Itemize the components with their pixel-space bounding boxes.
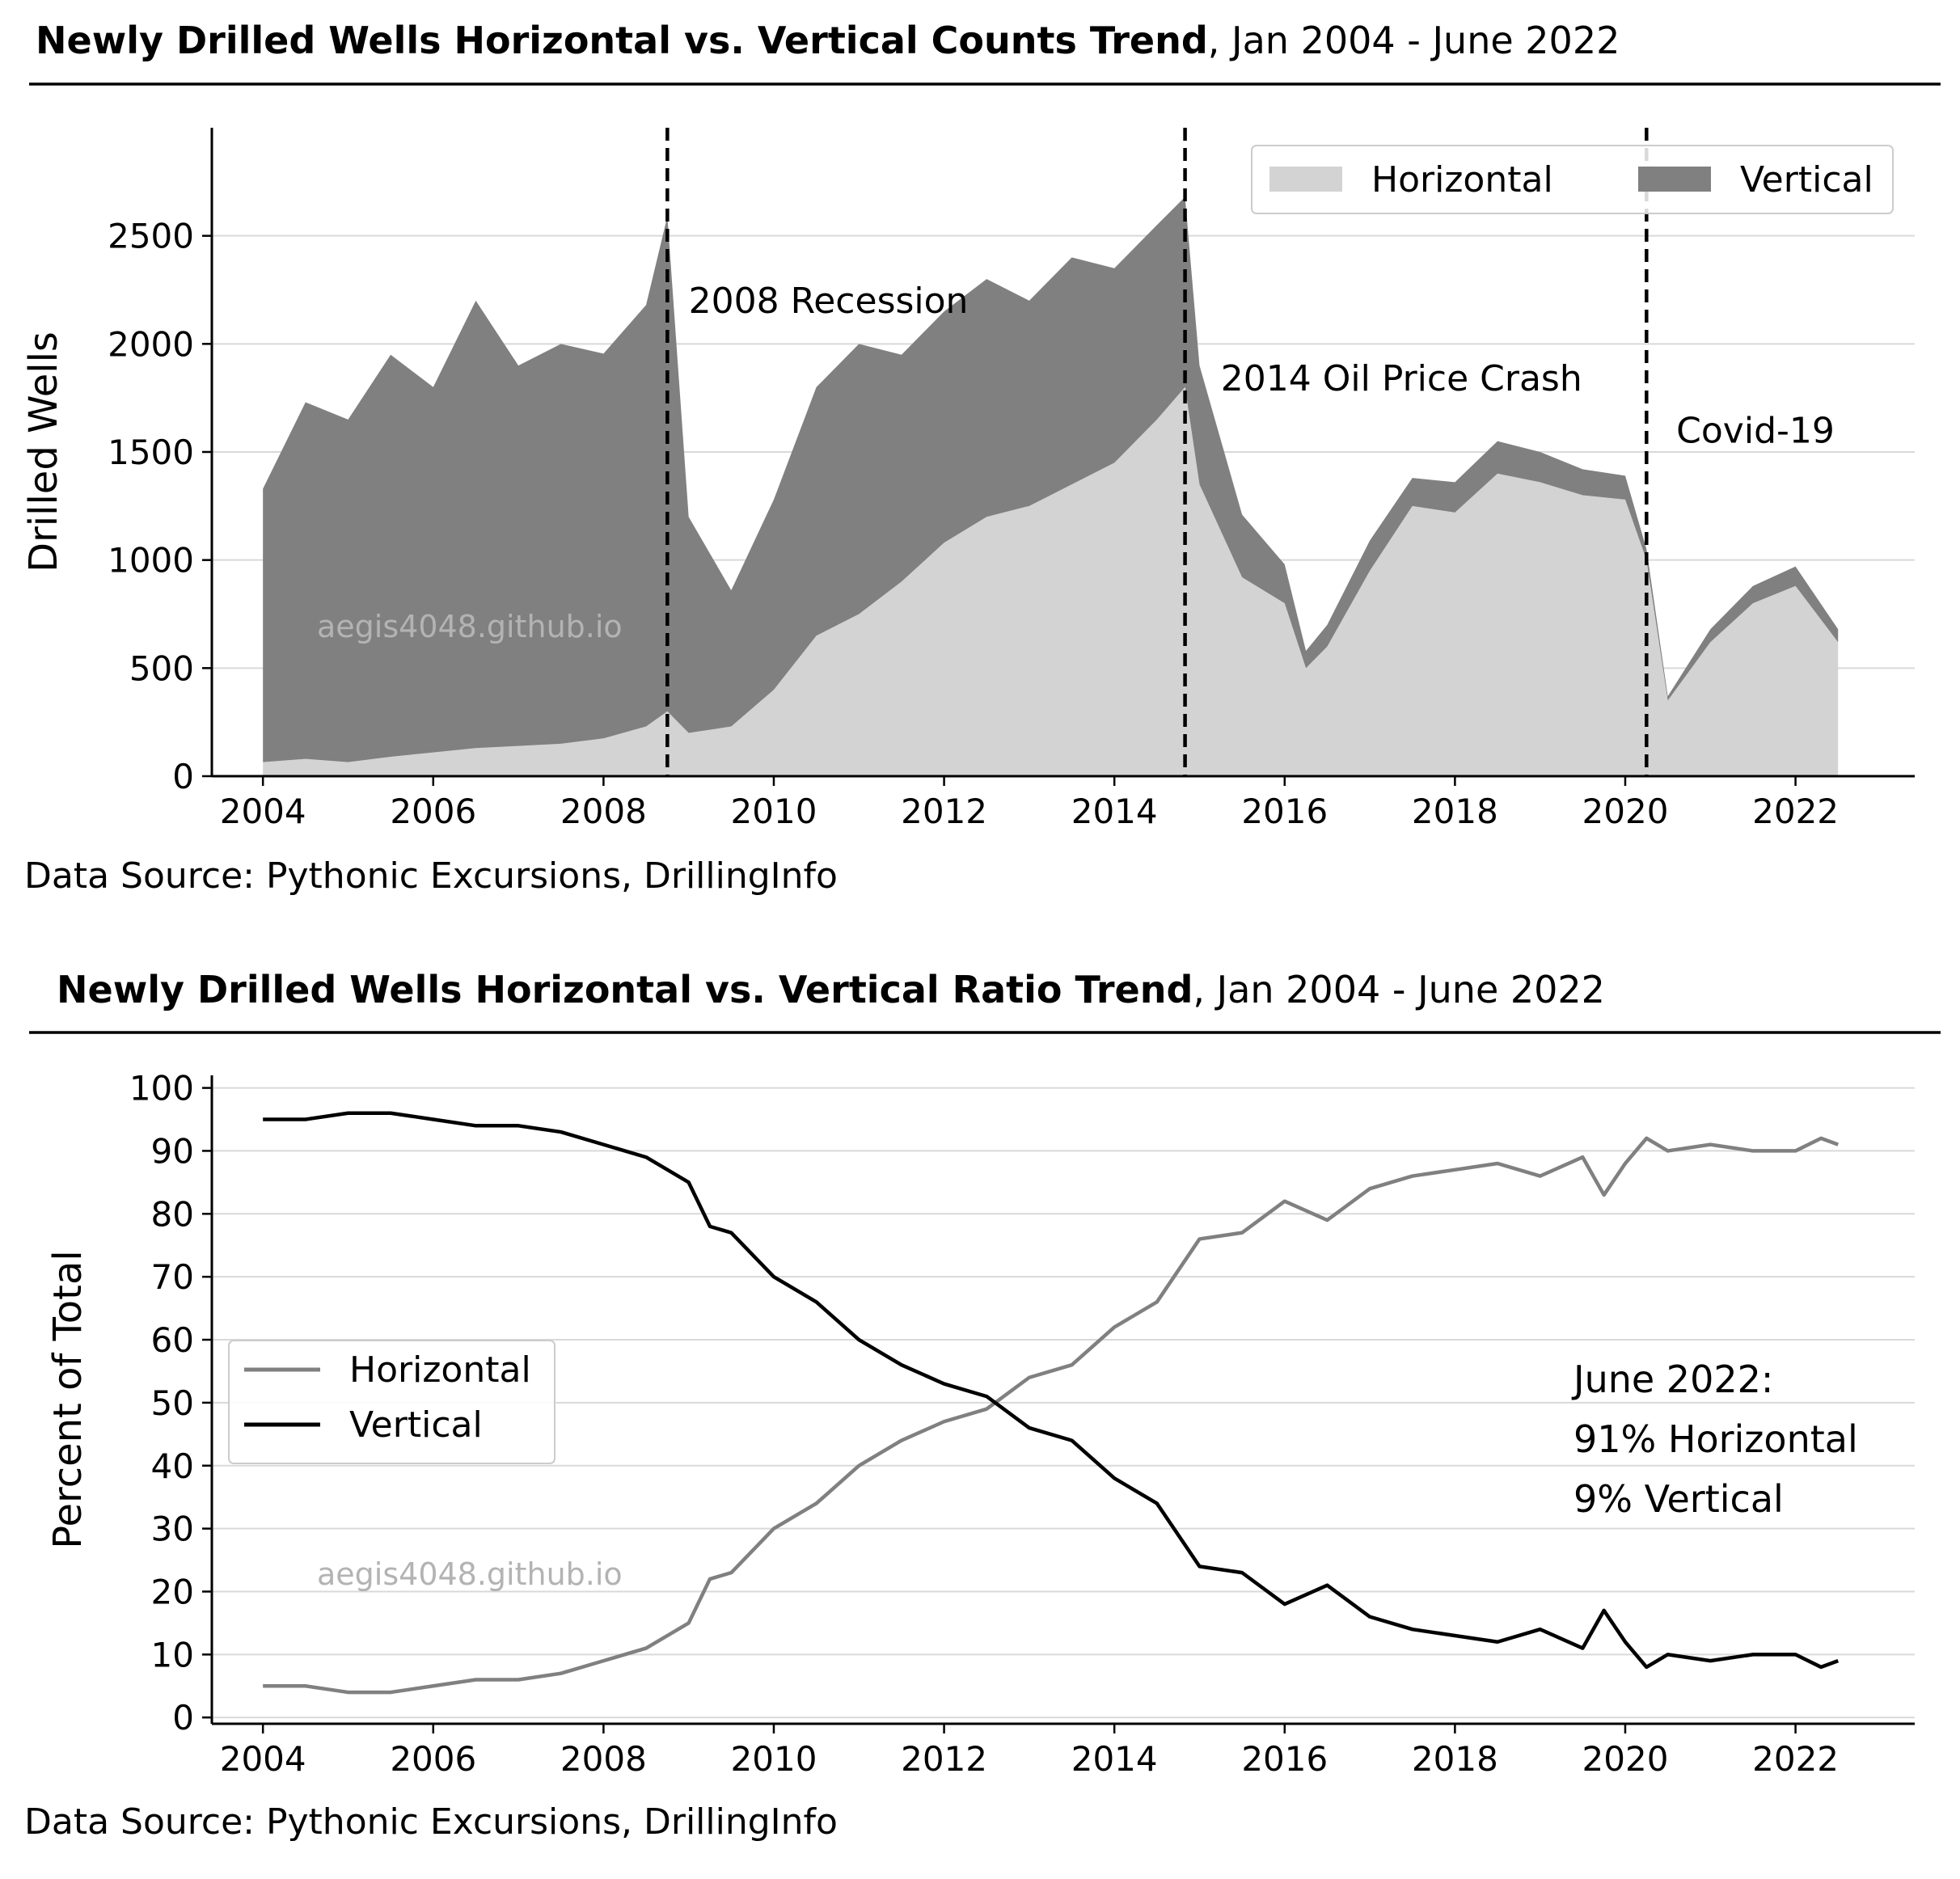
- vertical-ratio-line: [263, 1111, 1840, 1670]
- ratio-line-series: [263, 1111, 1840, 1695]
- counts-xtick-label: 2012: [901, 792, 987, 831]
- counts-xtick-label: 2014: [1071, 792, 1158, 831]
- ratio-legend-label-vertical: Vertical: [349, 1404, 483, 1446]
- ratio-xtick-label: 2020: [1582, 1739, 1669, 1779]
- ratio-ytick-label: 10: [151, 1635, 194, 1674]
- event-label-1: 2014 Oil Price Crash: [1221, 358, 1582, 399]
- legend-swatch-vertical: [1638, 167, 1711, 192]
- counts-chart-heading: Newly Drilled Wells Horizontal vs. Verti…: [36, 19, 1620, 62]
- ratio-xtick-label: 2010: [731, 1739, 817, 1779]
- counts-event-markers: 2008 Recession 2014 Oil Price Crash Covid-…: [665, 128, 1835, 776]
- ratio-chart-heading: Newly Drilled Wells Horizontal vs. Verti…: [57, 968, 1605, 1011]
- counts-ytick-label: 1500: [108, 433, 194, 472]
- ratio-ytick-label: 50: [151, 1383, 194, 1423]
- counts-xtick-label: 2020: [1582, 792, 1669, 831]
- ratio-ytick-label: 0: [172, 1698, 194, 1738]
- ratio-xtick-label: 2022: [1752, 1739, 1839, 1779]
- counts-chart-subtitle: , Jan 2004 - June 2022: [1208, 19, 1620, 62]
- ratio-ytick-label: 90: [151, 1131, 194, 1171]
- horizontal-ratio-line: [263, 1136, 1840, 1695]
- ratio-ytick-label: 80: [151, 1194, 194, 1234]
- counts-xtick-label: 2022: [1752, 792, 1839, 831]
- ratio-xtick-label: 2016: [1241, 1739, 1328, 1779]
- counts-ytick-label: 0: [172, 757, 194, 796]
- ratio-gridlines: [212, 1087, 1915, 1719]
- counts-watermark: aegis4048.github.io: [317, 609, 623, 644]
- ratio-xtick-label: 2008: [560, 1739, 647, 1779]
- ratio-annotation-line-2: 91% Horizontal: [1573, 1417, 1858, 1461]
- ratio-ytick-label: 20: [151, 1572, 194, 1611]
- ratio-ytick-label: 30: [151, 1510, 194, 1549]
- ratio-annotation-line-1: June 2022:: [1571, 1358, 1773, 1401]
- ratio-xtick-label: 2018: [1412, 1739, 1498, 1779]
- counts-ytick-label: 2000: [108, 324, 194, 364]
- counts-chart-title: Newly Drilled Wells Horizontal vs. Verti…: [36, 19, 1208, 62]
- counts-xtick-label: 2004: [220, 792, 306, 831]
- event-label-2: Covid-19: [1676, 410, 1835, 451]
- event-label-0: 2008 Recession: [689, 281, 969, 322]
- ratio-plot-area: aegis4048.github.io 0 10 20 30 40 50 60 70 80 90 1…: [45, 1069, 1915, 1779]
- counts-xtick-label: 2016: [1241, 792, 1328, 831]
- ratio-watermark: aegis4048.github.io: [317, 1556, 623, 1592]
- counts-ytick-label: 2500: [108, 217, 194, 256]
- legend-swatch-horizontal: [1269, 167, 1342, 192]
- ratio-chart-subtitle: , Jan 2004 - June 2022: [1193, 968, 1605, 1011]
- counts-y-axis-label: Drilled Wells: [21, 331, 66, 572]
- ratio-legend-label-horizontal: Horizontal: [349, 1349, 531, 1391]
- ratio-xtick-label: 2006: [390, 1739, 476, 1779]
- ratio-june-2022-annotation: June 2022: 91% Horizontal 9% Vertical: [1571, 1358, 1858, 1521]
- counts-xtick-label: 2018: [1412, 792, 1498, 831]
- legend-label-vertical: Vertical: [1740, 159, 1873, 201]
- horizontal-area: [263, 386, 1839, 776]
- counts-xtick-label: 2006: [390, 792, 476, 831]
- counts-ytick-label: 1000: [108, 541, 194, 581]
- counts-plot-area: 2008 Recession 2014 Oil Price Crash Covid-…: [21, 128, 1915, 831]
- counts-data-source: Data Source: Pythonic Excursions, Drilli…: [24, 855, 838, 897]
- counts-legend: Horizontal Vertical: [1251, 145, 1894, 214]
- ratio-ytick-label: 100: [129, 1069, 194, 1108]
- counts-xtick-label: 2010: [731, 792, 817, 831]
- ratio-annotation-line-3: 9% Vertical: [1573, 1477, 1784, 1521]
- ratio-legend: Horizontal Vertical: [228, 1340, 555, 1464]
- counts-legend-frame: [1251, 145, 1894, 214]
- ratio-xtick-label: 2004: [220, 1739, 306, 1779]
- legend-label-horizontal: Horizontal: [1371, 159, 1553, 201]
- ratio-data-source: Data Source: Pythonic Excursions, Drilli…: [24, 1801, 838, 1843]
- ratio-ytick-label: 60: [151, 1320, 194, 1360]
- ratio-axes: 0 10 20 30 40 50 60 70 80 90 100 2004 2006 2008 2010 20…: [45, 1069, 1915, 1779]
- vertical-area: [263, 196, 1839, 762]
- ratio-xtick-label: 2012: [901, 1739, 987, 1779]
- ratio-ytick-label: 70: [151, 1257, 194, 1297]
- ratio-chart-title: Newly Drilled Wells Horizontal vs. Verti…: [57, 968, 1193, 1011]
- ratio-y-axis-label: Percent of Total: [45, 1250, 91, 1549]
- counts-axes: 0 500 1000 1500 2000 2500 2004 2006 2008 2010 2012…: [21, 128, 1915, 831]
- counts-ytick-label: 500: [129, 648, 194, 688]
- ratio-ytick-label: 40: [151, 1446, 194, 1486]
- ratio-xtick-label: 2014: [1071, 1739, 1158, 1779]
- counts-xtick-label: 2008: [560, 792, 647, 831]
- counts-area-series: [263, 196, 1839, 776]
